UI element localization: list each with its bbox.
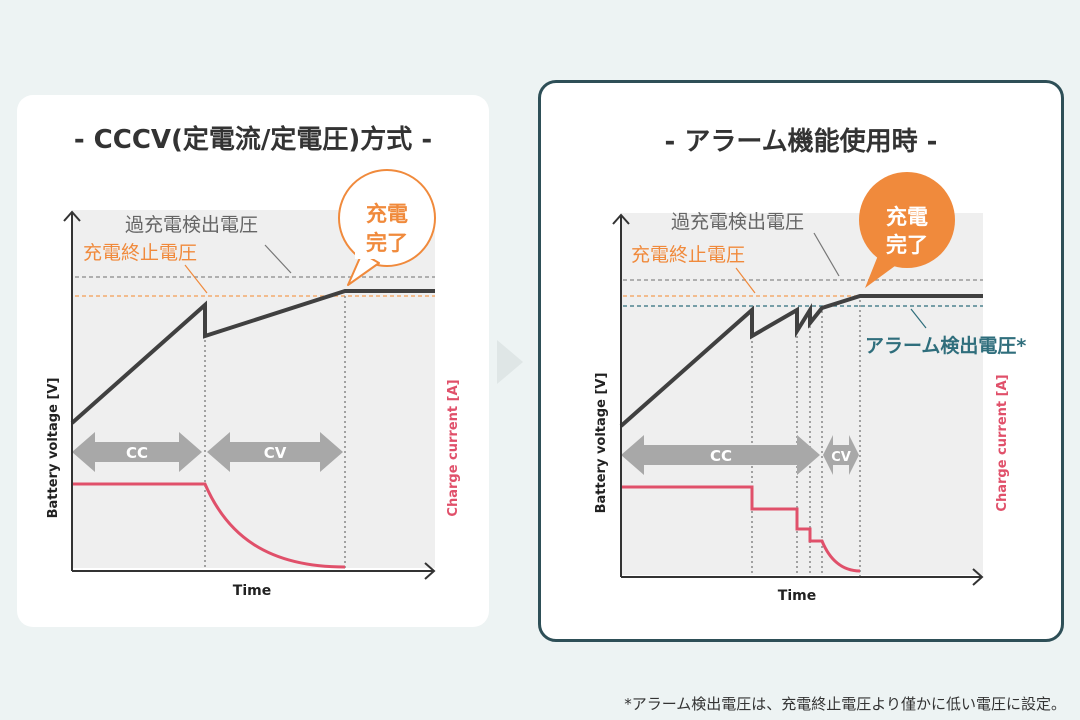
y-axis-arrow [612,213,630,225]
x-axis-arrow [424,562,436,580]
plot-area [72,210,435,568]
cc-label: CC [126,444,148,462]
x-axis-label: Time [778,588,816,604]
cccv-panel: - CCCV(定電流/定電圧)方式 - 過充電検出電圧 充電終止電圧 CC CV… [17,95,489,627]
y-axis-label-left: Battery voltage [V] [594,373,609,514]
voltage-curve [619,294,983,428]
bubble-text-1: 充電 [886,205,928,229]
current-curve [72,482,346,569]
bubble-text-2: 完了 [886,233,928,257]
cv-arrow [823,435,859,475]
y-axis-label-right: Charge current [A] [995,374,1010,511]
bubble-text-2: 完了 [366,231,408,255]
overvoltage-leader [813,232,840,277]
endvoltage-label: 充電終止電圧 [83,242,197,264]
cv-label: CV [264,444,287,462]
overvoltage-leader [264,244,292,274]
voltage-curve [70,289,435,425]
plot-area [621,213,983,575]
next-arrow-icon [497,340,523,384]
y-axis-label-right: Charge current [A] [446,379,461,516]
x-axis-arrow [972,568,984,586]
alarm-panel: - アラーム機能使用時 - 過充電検出電圧 充電終止電圧 アラーム検出電圧* C… [538,80,1064,642]
alarm-voltage-label: アラーム検出電圧* [865,334,1026,357]
cc-arrow [72,432,202,472]
endvoltage-leader [184,264,208,294]
panel-title: - CCCV(定電流/定電圧)方式 - [73,125,433,155]
cv-label: CV [831,450,851,465]
complete-bubble [338,169,436,267]
x-axis-label: Time [233,583,271,599]
current-curve [621,485,861,573]
cccv-diagram: 過充電検出電圧 充電終止電圧 CC CV Time Battery voltag… [46,169,461,599]
complete-bubble [859,172,955,268]
cc-arrow [621,435,820,475]
y-axis-label-left: Battery voltage [V] [46,378,61,519]
y-axis-arrow [63,210,81,222]
overvoltage-label: 過充電検出電圧 [125,214,258,236]
endvoltage-label: 充電終止電圧 [631,244,745,266]
cv-arrow [207,432,343,472]
footnote: *アラーム検出電圧は、充電終止電圧より僅かに低い電圧に設定。 [624,695,1066,713]
endvoltage-leader [735,267,756,294]
panel-title: - アラーム機能使用時 - [664,127,938,157]
cc-label: CC [710,447,732,465]
bubble-tail [865,253,899,288]
overvoltage-label: 過充電検出電圧 [671,211,804,233]
alarm-leader [910,308,927,329]
alarm-diagram: 過充電検出電圧 充電終止電圧 アラーム検出電圧* CC CV Time Batt… [594,172,1026,604]
bubble-text-1: 充電 [366,202,408,226]
